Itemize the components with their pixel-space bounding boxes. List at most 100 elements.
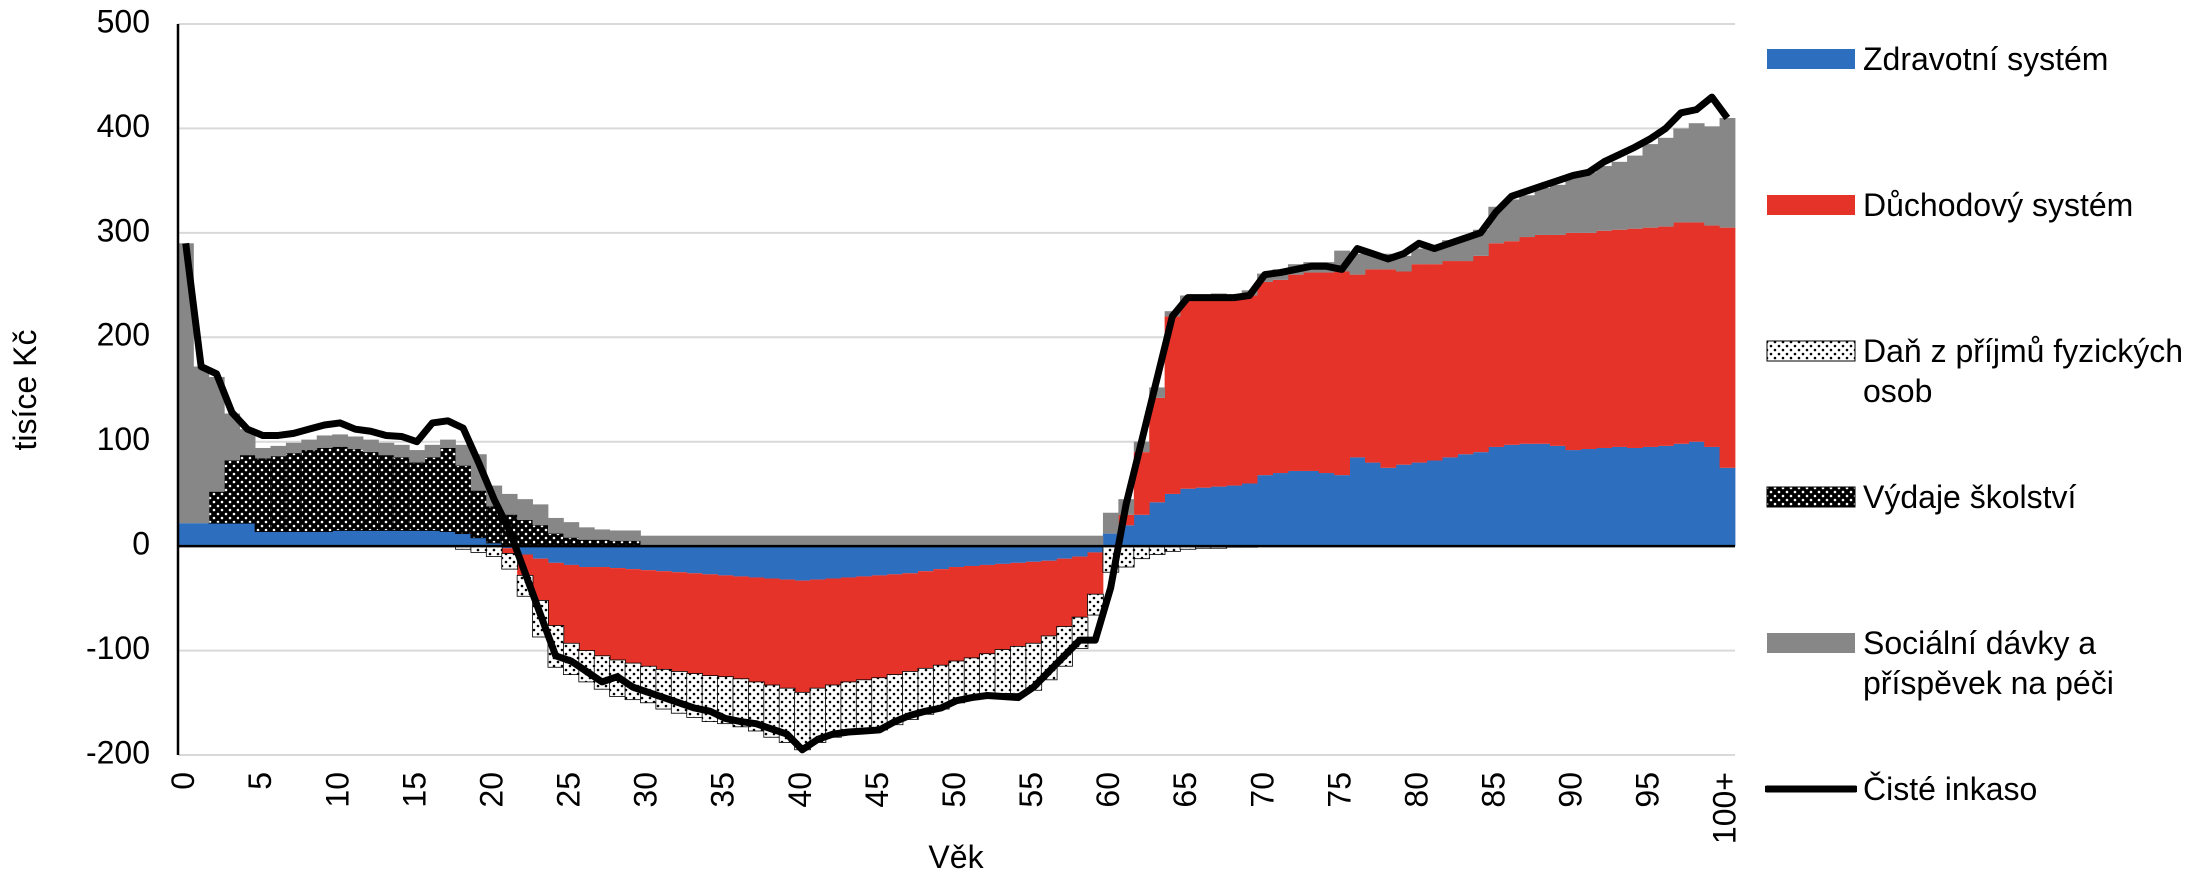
bar-segment [470, 537, 487, 547]
bar-segment [717, 546, 734, 576]
bar-segment [486, 543, 503, 547]
bar-segment [732, 546, 749, 577]
bar-segment [825, 578, 842, 686]
bar-segment [1426, 264, 1443, 461]
bar-segment [532, 558, 549, 601]
bar-segment [547, 533, 565, 547]
bar-segment [1411, 264, 1428, 463]
bar-segment [902, 535, 919, 547]
x-tick-label: 10 [319, 772, 355, 808]
x-tick-label: 0 [165, 772, 201, 790]
bar-segment [1611, 161, 1628, 230]
x-tick-label: 20 [473, 772, 509, 808]
bar-segment [208, 523, 225, 547]
bar-segment [871, 575, 888, 678]
bar-segment [270, 445, 287, 457]
bar-segment [1627, 447, 1643, 547]
bar-segment [1257, 281, 1273, 476]
bar-segment [810, 579, 826, 689]
bar-segment [887, 535, 903, 547]
bar-segment [1657, 226, 1674, 446]
bar-segment [1642, 144, 1659, 228]
bar-segment [409, 450, 426, 463]
bar-segment [1025, 535, 1042, 547]
x-tick-label: 70 [1244, 772, 1280, 808]
bar-segment [285, 452, 303, 532]
bar-segment [1580, 172, 1597, 233]
bar-segment [1642, 227, 1659, 447]
bar-segment [470, 454, 487, 491]
bar-segment [594, 529, 611, 540]
bar-segment [1472, 255, 1489, 453]
bar-segment [1673, 443, 1690, 547]
x-tick-label: 45 [859, 772, 895, 808]
bar-segment [995, 546, 1011, 564]
bar-segment [285, 442, 302, 454]
bar-segment [1148, 545, 1166, 555]
bar-segment [825, 546, 842, 579]
y-axis-label: tisíce Kč [7, 330, 43, 451]
bar-segment [655, 571, 672, 670]
x-tick-label: 95 [1630, 772, 1666, 808]
bar-segment [578, 546, 595, 568]
bar-segment [1719, 117, 1736, 228]
bar-segment [855, 679, 873, 731]
bar-segment [1580, 449, 1597, 547]
bar-segment [1257, 475, 1273, 547]
bar-segment [378, 454, 395, 531]
legend-swatch [1767, 195, 1855, 215]
bar-segment [178, 243, 194, 524]
bar-segment [393, 456, 411, 531]
bar-segment [979, 535, 996, 547]
bar-segment [1457, 261, 1474, 455]
legend: Zdravotní systém Důchodový systém Daň z př… [1765, 0, 2195, 874]
bar-segment [440, 439, 456, 448]
bar-segment [1457, 454, 1474, 547]
bar-segment [1704, 126, 1720, 226]
bar-segment [763, 535, 780, 547]
bar-segment [702, 535, 718, 547]
bar-segment [810, 535, 826, 547]
bar-segment [532, 504, 549, 526]
bar-segment [424, 456, 441, 531]
bar-segment [1241, 483, 1258, 547]
bar-segment [1688, 222, 1705, 442]
bar-segment [1072, 546, 1088, 557]
bar-segment [1056, 535, 1073, 547]
bar-segment [1272, 473, 1289, 547]
bar-segment [640, 570, 657, 667]
bar-segment [208, 376, 225, 492]
bar-segment [794, 535, 811, 547]
legend-swatch [1767, 49, 1855, 69]
bar-segment [301, 531, 318, 547]
bar-segment [362, 439, 379, 453]
legend-label: Důchodový systém [1863, 187, 2134, 223]
bar-segment [717, 535, 734, 547]
bar-segment [1395, 255, 1412, 272]
bar-segment [1627, 228, 1643, 448]
bar-segment [1056, 546, 1073, 559]
bar-segment [640, 546, 657, 571]
legend-label: Výdaje školství [1863, 479, 2077, 515]
bar-segment [378, 530, 395, 547]
bar-segment [1226, 299, 1243, 486]
bar-segment [485, 545, 503, 557]
bar-segment [655, 535, 672, 547]
bar-segment [671, 546, 688, 573]
bar-segment [1580, 232, 1597, 450]
bar-segment [794, 580, 811, 693]
bar-segment [995, 535, 1011, 547]
bar-segment [856, 546, 873, 577]
bar-segment [748, 535, 765, 547]
bar-segment [1719, 467, 1736, 547]
x-tick-label: 85 [1476, 772, 1512, 808]
bar-segment [794, 546, 811, 581]
y-tick-label: 300 [97, 212, 150, 248]
bar-segment [439, 447, 457, 532]
bar-segment [532, 524, 549, 547]
bar-segment [702, 574, 718, 676]
bar-segment [625, 546, 641, 570]
bar-segment [871, 535, 888, 547]
bar-segment [1087, 535, 1104, 547]
legend-label: Zdravotní systém [1863, 41, 2109, 77]
